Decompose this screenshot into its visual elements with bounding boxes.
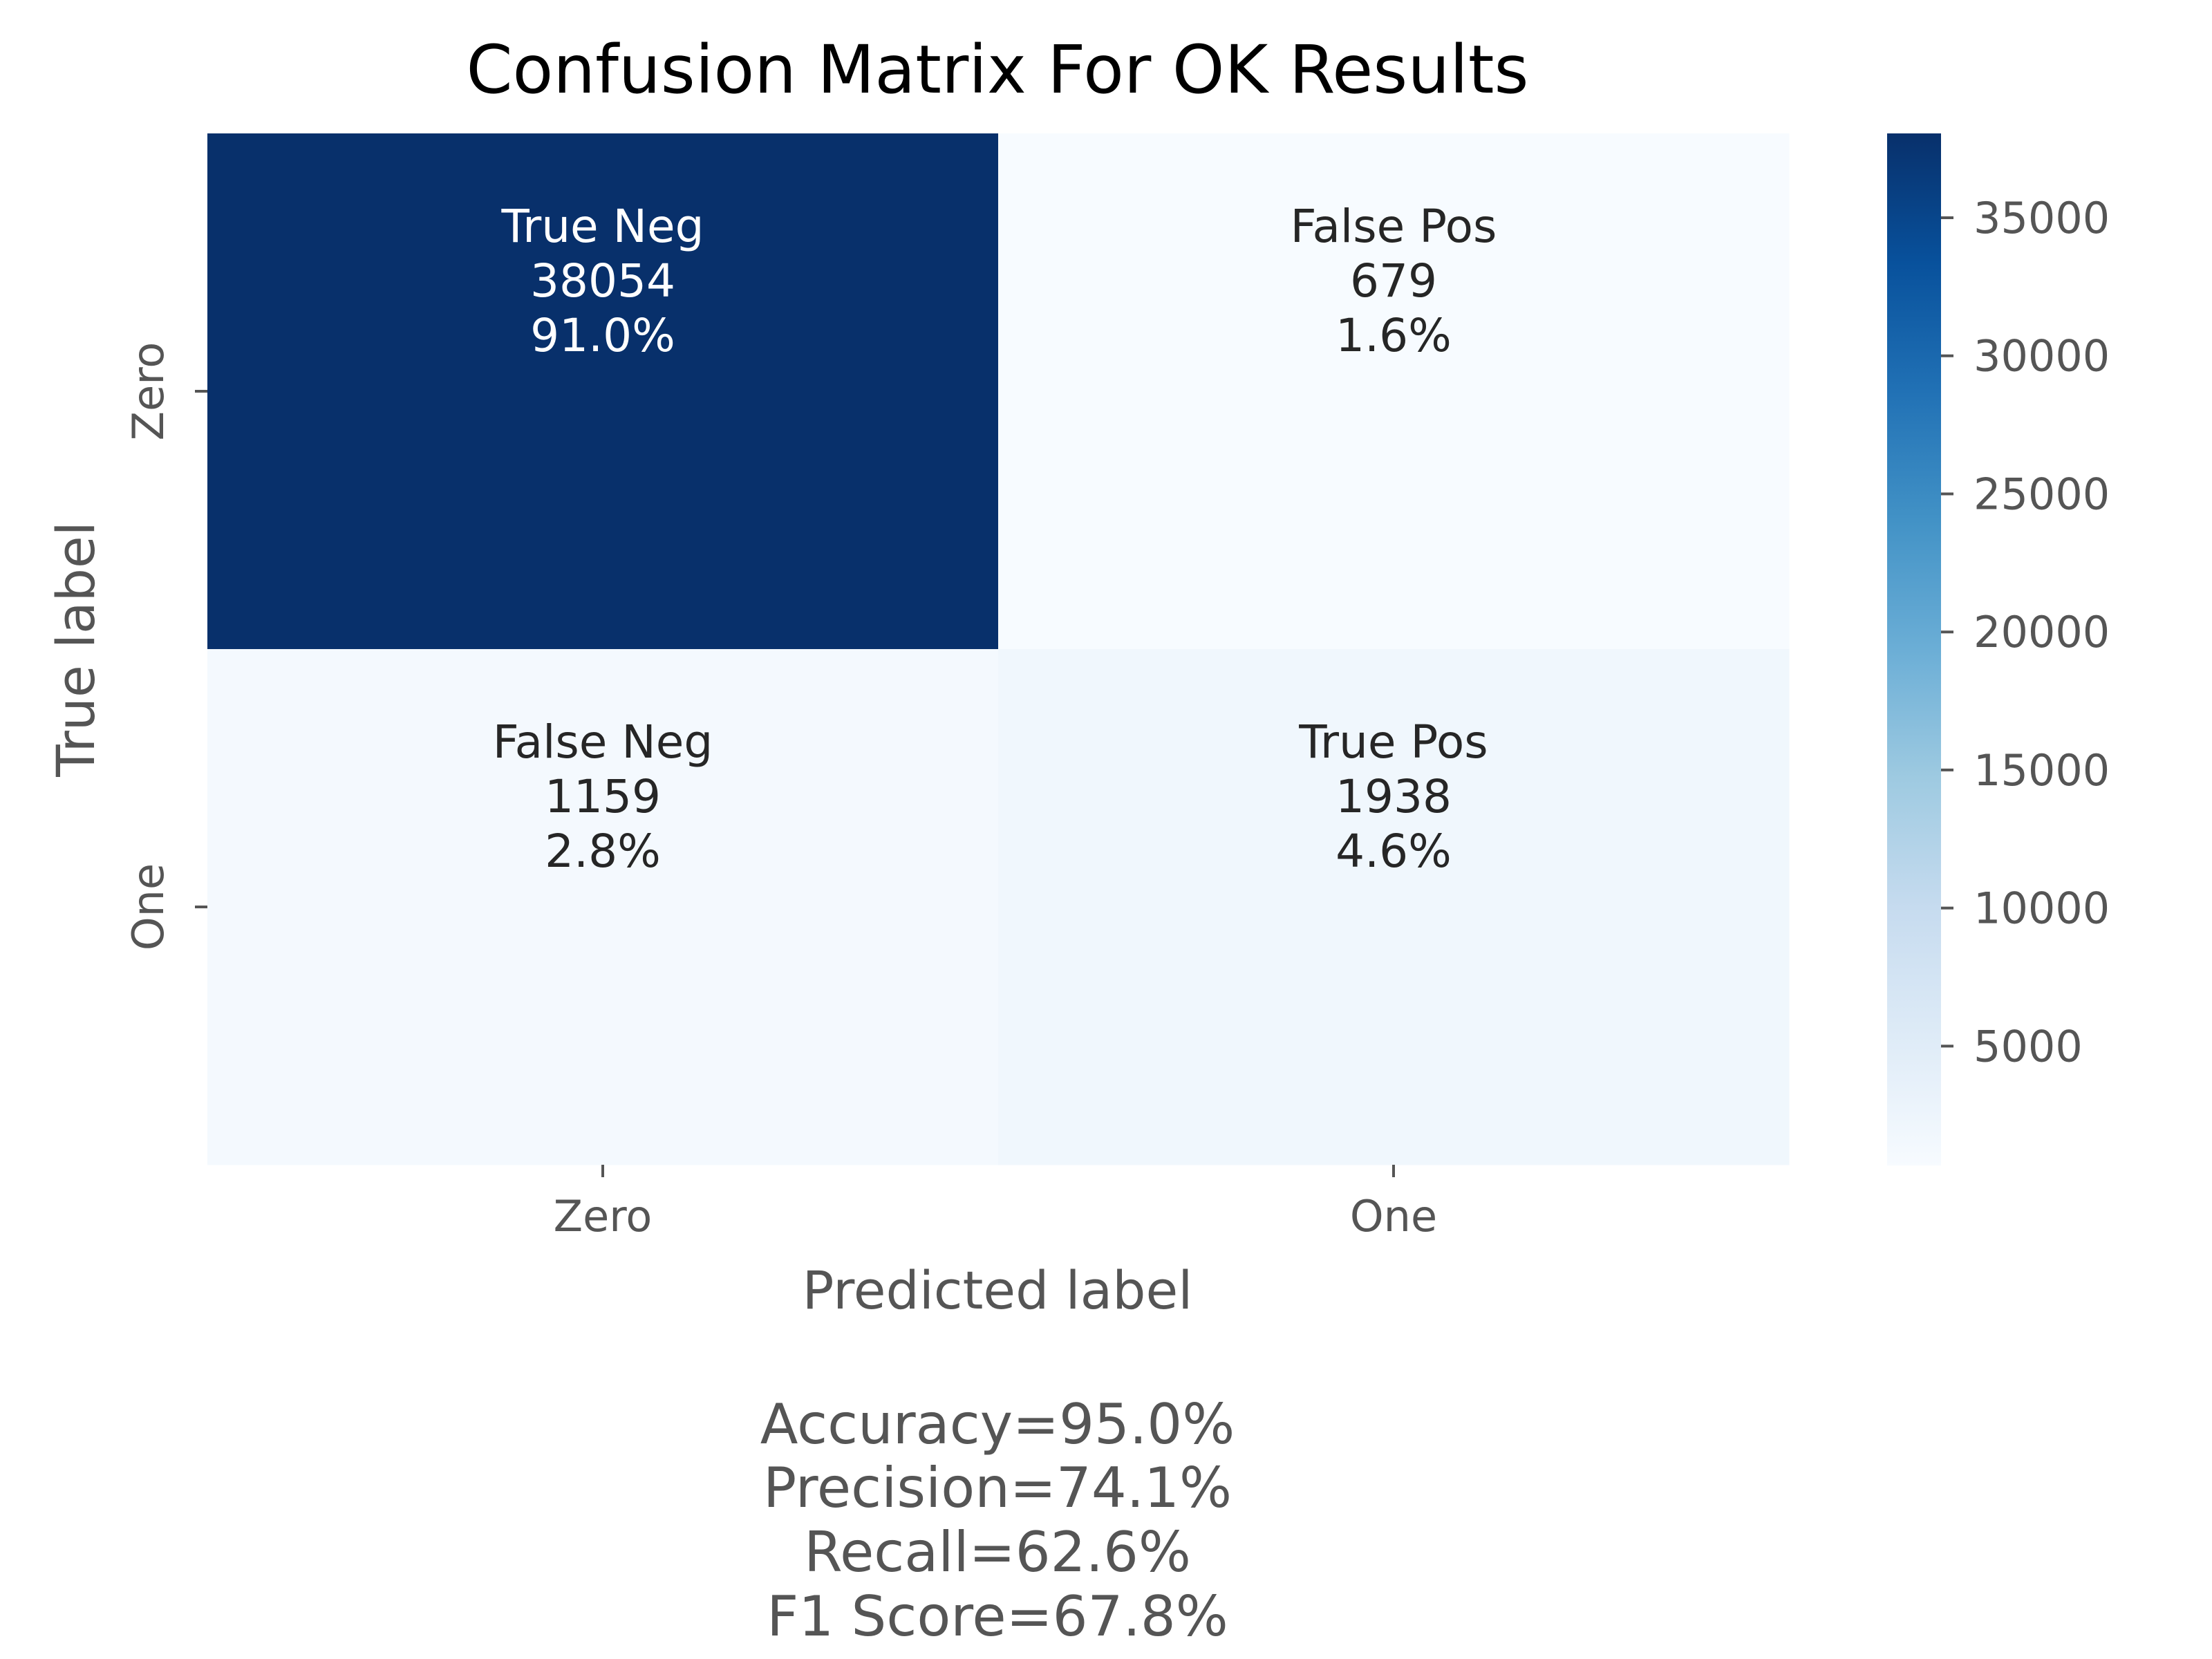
colorbar-tick-label: 5000 [1974, 1021, 2083, 1071]
cell-count-label: 1159 [545, 770, 661, 823]
chart-title: Confusion Matrix For OK Results [467, 31, 1529, 109]
colorbar-tick-label: 25000 [1974, 469, 2110, 519]
stat-f1-score: F1 Score=67.8% [767, 1584, 1228, 1649]
cell-name-label: False Pos [1291, 200, 1497, 253]
cell-count-label: 1938 [1335, 770, 1452, 823]
stat-recall: Recall=62.6% [804, 1520, 1191, 1584]
cell-percent-label: 2.8% [545, 825, 661, 878]
colorbar-tick-label: 30000 [1974, 331, 2110, 382]
stat-precision: Precision=74.1% [763, 1456, 1232, 1520]
cell-name-label: True Pos [1298, 715, 1488, 769]
cell-percent-label: 4.6% [1335, 825, 1452, 878]
stat-accuracy: Accuracy=95.0% [760, 1392, 1235, 1456]
colorbar-tick-label: 15000 [1974, 745, 2110, 796]
cell-name-label: True Neg [500, 200, 704, 253]
colorbar-tick-label: 10000 [1974, 883, 2110, 934]
colorbar-tick-label: 35000 [1974, 193, 2110, 243]
stats-block: Accuracy=95.0% Precision=74.1% Recall=62… [760, 1392, 1235, 1649]
colorbar-tick-label: 20000 [1974, 607, 2110, 657]
y-tick-label: Zero [123, 342, 174, 441]
heatmap-cell [998, 133, 1790, 650]
x-tick-label: One [1350, 1191, 1437, 1241]
colorbar-gradient [1887, 133, 1941, 1165]
cell-percent-label: 91.0% [530, 309, 675, 362]
colorbar: 5000 10000 15000 20000 25000 30000 35000 [1887, 133, 2110, 1165]
heatmap-cell [207, 649, 999, 1165]
heatmap-cell [207, 133, 999, 650]
x-tick-label: Zero [554, 1191, 653, 1241]
heatmap-cells [207, 133, 1790, 1165]
y-tick-label: One [123, 863, 174, 950]
x-axis-label: Predicted label [803, 1259, 1193, 1321]
cell-percent-label: 1.6% [1335, 309, 1452, 362]
cell-count-label: 679 [1350, 254, 1437, 308]
heatmap-cell [998, 649, 1790, 1165]
cell-count-label: 38054 [530, 254, 675, 308]
heatmap-axes: Zero One Zero One [123, 342, 1437, 1241]
cell-name-label: False Neg [493, 715, 713, 769]
y-axis-label: True label [45, 521, 106, 777]
